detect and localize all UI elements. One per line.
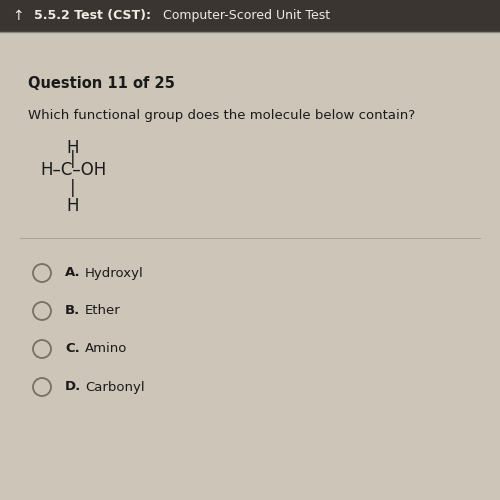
Text: Carbonyl: Carbonyl (85, 380, 144, 394)
Text: B.: B. (65, 304, 80, 318)
Text: ↑: ↑ (12, 9, 24, 23)
Text: |: | (70, 150, 76, 168)
Text: Amino: Amino (85, 342, 128, 355)
Text: H: H (67, 197, 79, 215)
Text: 5.5.2 Test (CST):: 5.5.2 Test (CST): (34, 10, 151, 22)
Text: A.: A. (65, 266, 80, 280)
Text: Question 11 of 25: Question 11 of 25 (28, 76, 175, 92)
Text: Ether: Ether (85, 304, 121, 318)
Text: H: H (67, 139, 79, 157)
Text: D.: D. (65, 380, 81, 394)
Bar (0, 0, 500, 32)
Text: Hydroxyl: Hydroxyl (85, 266, 144, 280)
Text: |: | (70, 179, 76, 197)
Text: C.: C. (65, 342, 80, 355)
Text: Computer-Scored Unit Test: Computer-Scored Unit Test (155, 10, 330, 22)
Text: Which functional group does the molecule below contain?: Which functional group does the molecule… (28, 110, 415, 122)
Text: H–C–OH: H–C–OH (40, 161, 106, 179)
